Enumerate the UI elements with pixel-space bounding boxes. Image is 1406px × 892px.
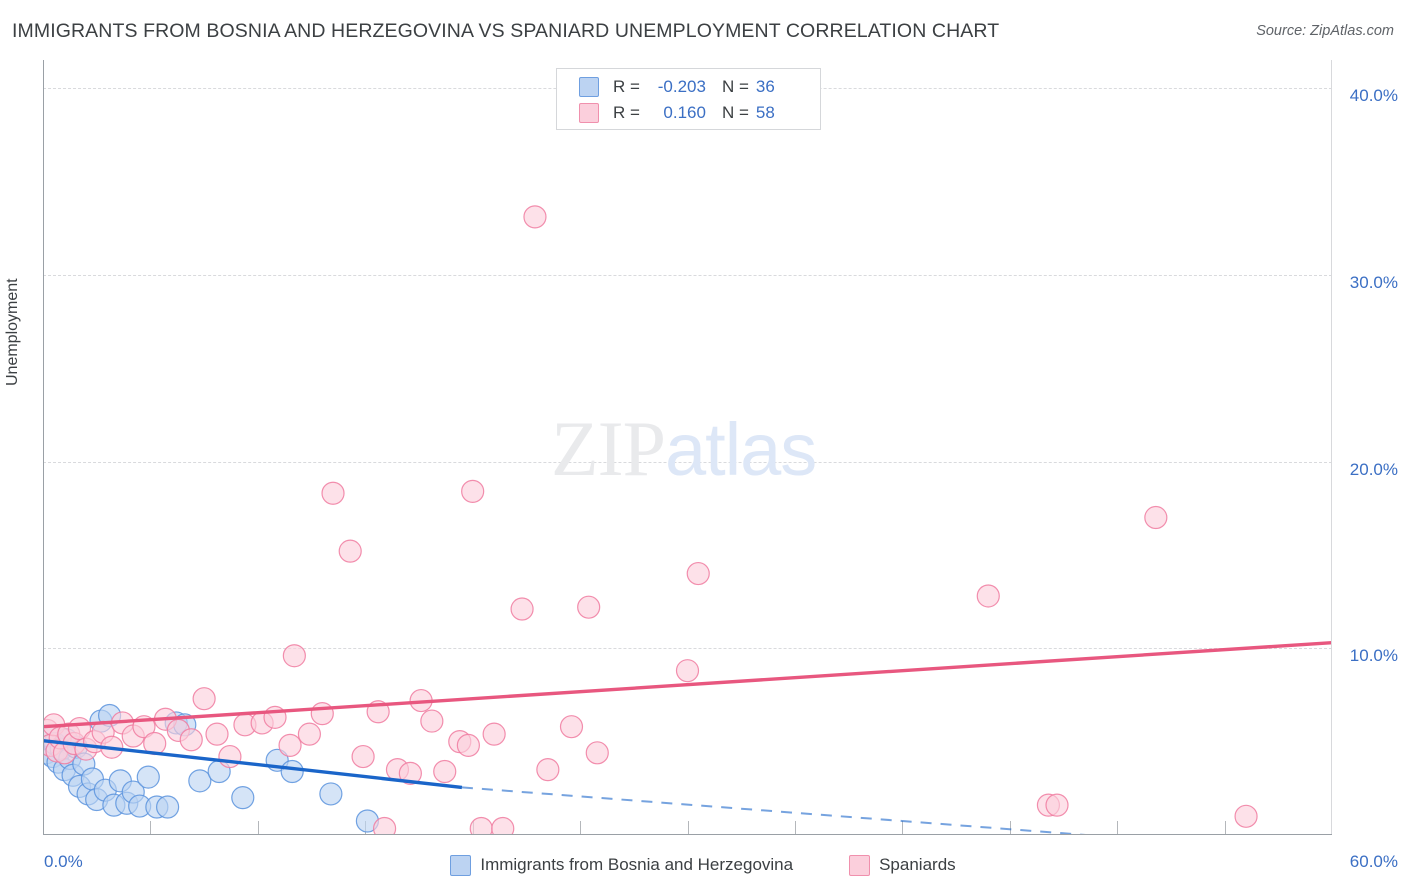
- data-point: [559, 715, 584, 739]
- data-point: [156, 795, 180, 819]
- x-axis-max-label: 60.0%: [1349, 852, 1398, 871]
- data-point: [136, 765, 160, 789]
- n-value: 58: [755, 103, 775, 122]
- axis-line-right: [1331, 60, 1332, 835]
- x-axis-tick: [1009, 821, 1011, 835]
- data-point: [280, 759, 304, 784]
- n-label: N =: [721, 77, 749, 96]
- data-point: [523, 205, 547, 229]
- data-point: [1045, 793, 1069, 817]
- data-point: [675, 659, 700, 683]
- data-point: [218, 744, 242, 769]
- axis-line-bottom: [43, 834, 1332, 835]
- data-point: [310, 702, 334, 726]
- source-label: Source: ZipAtlas.com: [1256, 23, 1394, 39]
- data-point: [192, 687, 216, 711]
- legend-swatch-icon: [579, 77, 599, 97]
- data-point: [461, 479, 485, 503]
- data-point: [585, 741, 609, 765]
- series-spaniards: [43, 205, 1258, 835]
- data-point: [179, 728, 203, 752]
- trend-line-solid: [43, 640, 1332, 729]
- y-axis-title: Unemployment: [4, 278, 21, 386]
- x-axis-tick: [150, 821, 152, 835]
- legend-label: Spaniards: [879, 855, 956, 874]
- data-point: [231, 786, 255, 810]
- n-label: N =: [721, 103, 749, 122]
- x-axis-tick: [902, 821, 904, 835]
- data-point: [398, 761, 422, 785]
- legend-item-spaniards[interactable]: Spaniards: [849, 854, 956, 876]
- r-label: R =: [613, 77, 640, 96]
- x-axis-tick: [1117, 821, 1119, 835]
- data-point: [1234, 804, 1258, 828]
- correlation-stat-row: R = 0.160 N = 58: [557, 100, 822, 126]
- r-value: 0.160: [663, 103, 706, 122]
- gridline: [43, 461, 1332, 463]
- data-point: [686, 561, 710, 586]
- x-axis-tick: [1224, 821, 1226, 835]
- legend-swatch-icon: [450, 854, 472, 876]
- y-axis-tick-label: 30.0%: [1349, 272, 1398, 292]
- data-point: [976, 584, 1000, 608]
- data-point: [351, 744, 375, 769]
- data-point: [338, 539, 362, 563]
- data-point: [319, 782, 343, 806]
- data-point: [282, 644, 306, 668]
- correlation-stat-row: R = -0.203 N = 36: [557, 74, 822, 100]
- axis-line-left: [43, 60, 44, 835]
- data-point: [536, 758, 560, 782]
- y-axis-tick-label: 10.0%: [1349, 646, 1398, 666]
- data-point: [577, 595, 601, 619]
- legend-item-immigrants[interactable]: Immigrants from Bosnia and Herzegovina: [450, 854, 794, 876]
- scatter-layer: [43, 205, 1332, 835]
- data-point: [482, 722, 506, 746]
- data-point: [510, 597, 534, 621]
- n-value: 36: [755, 77, 775, 96]
- legend-swatch-icon: [579, 103, 599, 123]
- data-point: [456, 733, 480, 757]
- legend-swatch-icon: [849, 854, 871, 876]
- trend-line-solid: [43, 739, 463, 790]
- data-point: [321, 481, 345, 505]
- r-label: R =: [613, 103, 640, 122]
- data-point: [469, 816, 493, 835]
- data-point: [278, 733, 302, 757]
- data-point: [188, 769, 212, 793]
- x-axis-min-label: 0.0%: [44, 852, 83, 871]
- page-title: IMMIGRANTS FROM BOSNIA AND HERZEGOVINA V…: [12, 20, 1000, 42]
- data-point: [420, 709, 444, 733]
- plot-area: [43, 60, 1332, 835]
- y-axis-tick-label: 20.0%: [1349, 459, 1398, 479]
- data-point: [433, 759, 457, 784]
- correlation-stats-box: R = -0.203 N = 36 R = 0.160 N = 58: [556, 68, 821, 130]
- gridline: [43, 274, 1332, 276]
- gridline: [43, 648, 1332, 650]
- data-point: [491, 816, 515, 835]
- data-point: [372, 816, 397, 835]
- x-axis-tick: [687, 821, 689, 835]
- x-axis-tick: [257, 821, 259, 835]
- data-point: [1144, 505, 1168, 530]
- r-value: -0.203: [657, 77, 706, 96]
- series-legend: Immigrants from Bosnia and Herzegovina Sp…: [0, 850, 1406, 880]
- y-axis-tick-label: 40.0%: [1349, 86, 1398, 105]
- legend-label: Immigrants from Bosnia and Herzegovina: [480, 855, 794, 874]
- x-axis-tick: [794, 821, 796, 835]
- x-axis-tick: [580, 821, 582, 835]
- data-point: [205, 722, 229, 746]
- trend-line-dashed: [461, 786, 1099, 835]
- data-point: [297, 722, 321, 746]
